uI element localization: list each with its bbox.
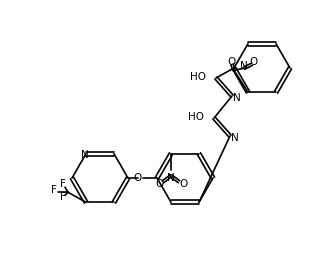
- Text: F: F: [60, 179, 66, 189]
- Text: N: N: [233, 93, 241, 103]
- Text: F: F: [51, 185, 57, 195]
- Text: HO: HO: [188, 112, 204, 122]
- Text: N: N: [167, 173, 175, 183]
- Text: O: O: [179, 179, 187, 189]
- Text: O: O: [228, 57, 236, 67]
- Text: HO: HO: [190, 72, 206, 82]
- Text: N: N: [231, 133, 239, 143]
- Text: N: N: [240, 61, 248, 71]
- Text: O: O: [155, 179, 163, 189]
- Text: O: O: [134, 173, 142, 183]
- Text: O: O: [250, 57, 258, 67]
- Text: N: N: [81, 150, 89, 160]
- Text: F: F: [60, 192, 66, 202]
